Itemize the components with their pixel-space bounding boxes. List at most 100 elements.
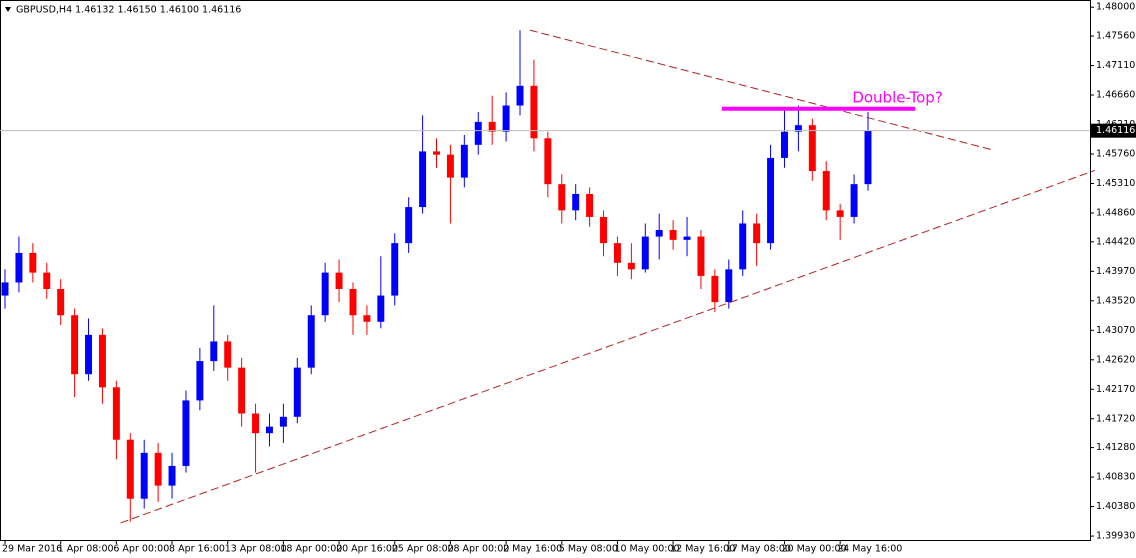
y-tick-label: 1.42170 — [1096, 384, 1135, 395]
candle-body — [57, 289, 65, 316]
candle-body — [850, 184, 858, 217]
y-tick-label: 1.39930 — [1096, 531, 1135, 542]
candle-body — [85, 334, 93, 375]
trendline — [120, 169, 1096, 524]
x-tick-label: 8 Apr 16:00 — [169, 544, 225, 555]
y-tick-label: 1.40830 — [1096, 472, 1135, 483]
annotation: Double-Top? — [852, 88, 942, 106]
candle-body — [265, 426, 273, 434]
y-tick-label: 1.45760 — [1096, 149, 1135, 160]
candle-body — [572, 193, 580, 211]
x-tick-label: 28 Apr 00:00 — [447, 544, 509, 555]
candle-body — [683, 236, 691, 240]
y-tick-label: 1.44860 — [1096, 207, 1135, 218]
y-tick-label: 1.44420 — [1096, 236, 1135, 247]
candle-body — [627, 262, 635, 270]
x-tick-label: 6 Apr 00:00 — [113, 544, 169, 555]
candle-body — [43, 272, 51, 290]
candle-body — [474, 121, 482, 145]
candle-body — [405, 207, 413, 244]
candle-body — [279, 416, 287, 427]
plot-frame — [0, 0, 1091, 541]
candle-body — [613, 243, 621, 263]
candle-body — [307, 315, 315, 368]
candle-body — [377, 295, 385, 322]
x-tick-label: 5 May 08:00 — [559, 544, 618, 555]
y-tick-label: 1.43520 — [1096, 295, 1135, 306]
candle-body — [808, 125, 816, 172]
x-tick-label: 1 Apr 08:00 — [58, 544, 114, 555]
candle-body — [252, 413, 260, 434]
candle-body — [794, 125, 802, 132]
candle-body — [293, 367, 301, 417]
candle-body — [112, 387, 120, 440]
y-tick-label: 1.41280 — [1096, 442, 1135, 453]
candle-body — [349, 289, 357, 316]
candle-body — [126, 439, 134, 499]
candle-body — [391, 243, 399, 296]
candle-body — [641, 236, 649, 270]
candle-body — [544, 138, 552, 185]
candle-body — [154, 452, 162, 486]
candle-body — [460, 144, 468, 178]
candle-body — [753, 223, 761, 244]
y-tick-label: 1.47110 — [1096, 60, 1135, 71]
x-tick-label: 24 May 16:00 — [837, 544, 902, 555]
y-tick-label: 1.40380 — [1096, 501, 1135, 512]
candle-body — [767, 157, 775, 244]
candle-body — [224, 341, 232, 368]
candle-body — [739, 223, 747, 270]
candle-body — [433, 151, 440, 155]
candle-body — [446, 154, 454, 178]
candle-body — [697, 236, 705, 276]
y-tick-label: 1.43070 — [1096, 325, 1135, 336]
candle-body — [98, 334, 106, 388]
y-tick-label: 1.46660 — [1096, 90, 1135, 101]
header-icon — [5, 7, 11, 12]
candle-body — [168, 465, 176, 486]
candle-body — [419, 151, 427, 208]
candle-body — [836, 210, 844, 217]
x-tick-label: 20 May 00:00 — [781, 544, 846, 555]
x-tick-label: 29 Mar 2016 — [2, 544, 62, 555]
x-tick-label: 13 Apr 08:00 — [225, 544, 287, 555]
x-tick-label: 20 Apr 16:00 — [336, 544, 398, 555]
candle-body — [600, 216, 608, 244]
candle-body — [586, 193, 594, 217]
y-tick-label: 1.43970 — [1096, 266, 1135, 277]
candle-body — [780, 131, 788, 158]
candle-body — [669, 230, 677, 240]
y-tick-label: 1.47560 — [1096, 31, 1135, 42]
y-tick-label: 1.45310 — [1096, 178, 1135, 189]
candle-body — [238, 367, 246, 414]
candle-body — [1, 282, 9, 296]
candle-body — [530, 85, 538, 139]
candle-body — [488, 121, 496, 132]
candle-body — [864, 130, 872, 185]
y-tick-label: 1.48000 — [1096, 2, 1135, 13]
candle-body — [321, 272, 329, 316]
candle-body — [210, 341, 218, 362]
current-price-label: 1.46116 — [1096, 125, 1135, 136]
y-tick-label: 1.41720 — [1096, 413, 1135, 424]
candle-body — [29, 252, 37, 273]
candle-body — [182, 400, 190, 466]
trendline — [529, 29, 994, 151]
x-tick-label: 25 Apr 08:00 — [392, 544, 454, 555]
x-tick-label: 2 May 16:00 — [503, 544, 562, 555]
candle-body — [711, 275, 719, 303]
x-tick-label: 18 Apr 00:00 — [280, 544, 342, 555]
candle-body — [725, 269, 733, 303]
x-tick-label: 12 May 16:00 — [670, 544, 735, 555]
candle-body — [822, 171, 830, 211]
candle-body — [516, 85, 524, 106]
candle-body — [71, 315, 79, 375]
candle-body — [655, 230, 663, 237]
candle-body — [196, 361, 204, 401]
candle-body — [335, 272, 343, 290]
x-tick-label: 17 May 08:00 — [726, 544, 791, 555]
x-tick-label: 10 May 00:00 — [614, 544, 679, 555]
candle-body — [363, 315, 371, 322]
